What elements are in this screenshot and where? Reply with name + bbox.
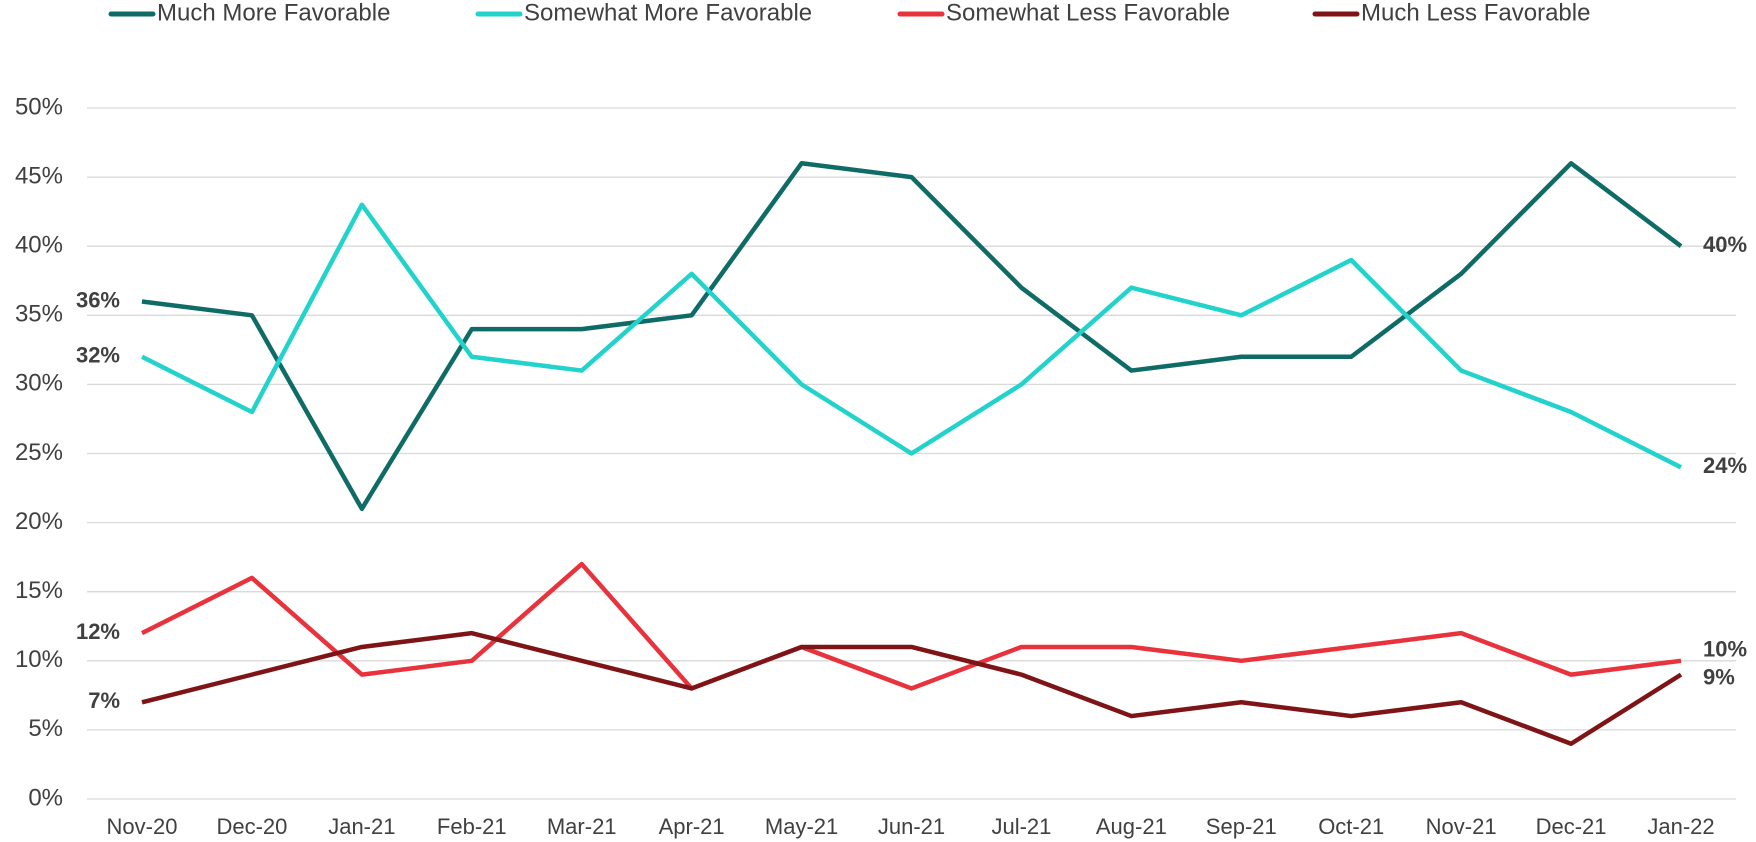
x-tick-label: Oct-21	[1318, 814, 1384, 839]
y-tick-label: 30%	[15, 370, 63, 397]
x-tick-label: Nov-20	[107, 814, 178, 839]
x-tick-label: Sep-21	[1206, 814, 1277, 839]
x-tick-label: Mar-21	[547, 814, 617, 839]
x-tick-label: Dec-20	[216, 814, 287, 839]
series-line	[141, 161, 1683, 512]
y-tick-label: 35%	[15, 301, 63, 328]
value-label: 40%	[1703, 232, 1747, 257]
legend-label: Much More Favorable	[157, 0, 390, 26]
y-tick-label: 40%	[15, 232, 63, 259]
x-tick-label: Nov-21	[1426, 814, 1497, 839]
x-tick-label: May-21	[765, 814, 838, 839]
y-tick-label: 0%	[28, 784, 63, 811]
y-tick-label: 15%	[15, 577, 63, 604]
x-tick-label: Jan-22	[1647, 814, 1714, 839]
x-tick-label: Dec-21	[1536, 814, 1607, 839]
legend-label: Somewhat Less Favorable	[946, 0, 1230, 26]
series-line	[140, 561, 1682, 691]
value-label: 32%	[76, 343, 120, 368]
x-tick-label: Feb-21	[437, 814, 507, 839]
y-tick-label: 25%	[15, 439, 63, 466]
value-label: 24%	[1703, 453, 1747, 478]
y-tick-label: 50%	[15, 93, 63, 120]
y-tick-label: 5%	[28, 715, 63, 742]
y-tick-label: 20%	[15, 508, 63, 535]
value-label: 7%	[88, 688, 120, 713]
x-tick-label: Jul-21	[991, 814, 1051, 839]
x-tick-label: Aug-21	[1096, 814, 1167, 839]
value-label: 36%	[76, 287, 120, 312]
legend-label: Somewhat More Favorable	[524, 0, 812, 26]
y-tick-label: 45%	[15, 162, 63, 189]
series-line	[140, 202, 1683, 470]
x-tick-label: Jun-21	[878, 814, 945, 839]
value-label: 12%	[76, 619, 120, 644]
x-tick-label: Apr-21	[659, 814, 725, 839]
legend-label: Much Less Favorable	[1361, 0, 1590, 26]
y-tick-label: 10%	[15, 646, 63, 673]
series-line	[141, 630, 1683, 746]
x-tick-label: Jan-21	[328, 814, 395, 839]
value-label: 9%	[1703, 664, 1735, 689]
value-label: 10%	[1703, 637, 1747, 662]
